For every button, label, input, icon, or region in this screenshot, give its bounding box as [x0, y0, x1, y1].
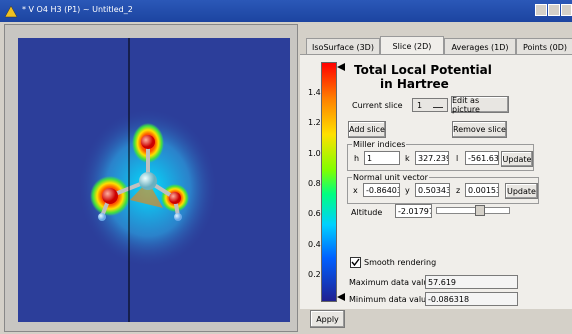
- close-button[interactable]: [561, 4, 572, 16]
- title-bar: * V O4 H3 (P1) ~ Untitled_2: [0, 0, 572, 22]
- window-title: * V O4 H3 (P1) ~ Untitled_2: [22, 5, 133, 14]
- field-label: y: [405, 186, 410, 195]
- group-legend: Normal unit vector: [352, 173, 429, 182]
- tab-active[interactable]: Slice (2D): [380, 36, 444, 55]
- min-label: Minimum data value:: [349, 295, 434, 304]
- colorbar-tick-label: 1.0: [308, 149, 321, 158]
- update-button[interactable]: Update: [501, 151, 533, 167]
- field-label: x: [353, 186, 358, 195]
- add-slice-button[interactable]: Add slice: [348, 121, 386, 138]
- field-label: k: [405, 154, 410, 163]
- colorbar: [321, 62, 337, 302]
- check-mark: [351, 258, 360, 267]
- minimize-button[interactable]: [535, 4, 547, 16]
- colorbar-tick-label: 1.2: [308, 118, 321, 127]
- field-label: l: [456, 154, 458, 163]
- tab[interactable]: IsoSurface (3D): [306, 38, 380, 55]
- current-slice-label: Current slice: [352, 101, 403, 110]
- update-button[interactable]: Update: [505, 183, 538, 199]
- colorbar-arrows: [336, 60, 346, 304]
- page: * V O4 H3 (P1) ~ Untitled_2 IsoSurface (…: [0, 0, 572, 334]
- tab[interactable]: Averages (1D): [444, 38, 516, 55]
- maximize-button[interactable]: [548, 4, 560, 16]
- slice-value: 1: [417, 101, 422, 110]
- remove-slice-button[interactable]: Remove slice: [452, 121, 507, 138]
- smooth-checkbox[interactable]: [350, 257, 361, 268]
- altitude-input[interactable]: -2.01797: [395, 204, 432, 218]
- apply-button[interactable]: Apply: [310, 310, 345, 328]
- altitude-slider[interactable]: [436, 207, 510, 214]
- edit-button[interactable]: Edit as picture: [451, 96, 509, 113]
- min-value: -0.086318: [425, 292, 518, 306]
- x-input[interactable]: -0.86403: [363, 183, 400, 197]
- max-label: Maximum data value:: [349, 278, 436, 287]
- slice-dropdown[interactable]: 1: [412, 98, 448, 112]
- colorbar-tick-label: 0.2: [308, 270, 321, 279]
- l-input[interactable]: -561.631: [465, 151, 499, 165]
- z-input[interactable]: 0.001538: [465, 183, 499, 197]
- colorbar-tick-label: 0.8: [308, 179, 321, 188]
- colorbar-tick-label: 1.4: [308, 88, 321, 97]
- field-label: h: [354, 154, 359, 163]
- field-label: z: [456, 186, 460, 195]
- k-input[interactable]: 327.2393: [415, 151, 449, 165]
- slice-view: [18, 38, 290, 322]
- colorbar-title: Total Local Potential: [354, 63, 492, 77]
- colorbar-subtitle: in Hartree: [380, 77, 449, 91]
- group-legend: Miller indices: [352, 140, 406, 149]
- smooth-label: Smooth rendering: [364, 258, 436, 267]
- y-input[interactable]: 0.503435: [415, 183, 450, 197]
- colorbar-tick-label: 0.6: [308, 209, 321, 218]
- tab[interactable]: Points (0D): [516, 38, 572, 55]
- max-value: 57.619: [425, 275, 518, 289]
- h-input[interactable]: 1: [364, 151, 400, 165]
- altitude-label: Altitude: [351, 208, 382, 217]
- colorbar-tick-label: 0.4: [308, 240, 321, 249]
- app-icon: [4, 4, 18, 18]
